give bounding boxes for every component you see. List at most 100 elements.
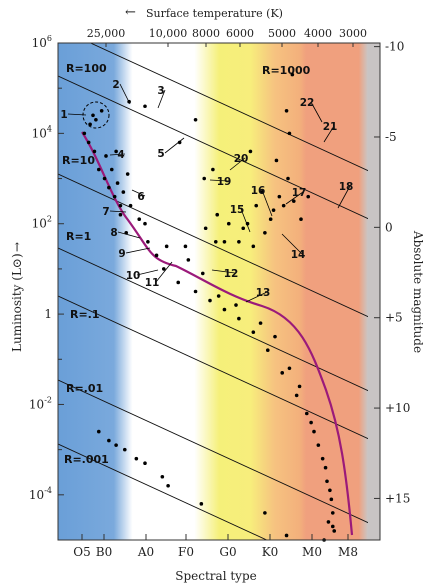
left-tick-exp: 6 xyxy=(47,34,52,43)
label-leader xyxy=(261,189,273,217)
star-number-label: 16 xyxy=(251,185,266,197)
bottom-tick-label: A0 xyxy=(137,545,154,559)
top-axis-ticks: 25,000 10,000 8000 6000 5000 4000 3000 xyxy=(87,27,367,47)
left-tick-label: 10-4 xyxy=(29,486,52,502)
label-leaders xyxy=(67,83,351,303)
star-point xyxy=(273,334,277,339)
star-point xyxy=(237,316,241,321)
radius-label: R=.01 xyxy=(66,382,103,395)
label-leader xyxy=(131,189,146,197)
right-tick-label: +5 xyxy=(385,311,403,325)
left-tick-label: 10-2 xyxy=(29,395,52,411)
star-point xyxy=(114,149,118,154)
star-point xyxy=(176,280,181,285)
star-point xyxy=(143,221,147,226)
star-point xyxy=(88,122,92,127)
star-point xyxy=(297,384,302,389)
plot-frame xyxy=(57,42,381,541)
star-point xyxy=(208,298,212,303)
bottom-axis-ticks: O5 B0 A0 F0 G0 K0 M0 M8 xyxy=(73,534,358,559)
label-leader xyxy=(155,261,173,283)
star-number-label: 20 xyxy=(234,153,249,165)
left-tick-exp: -2 xyxy=(44,395,52,404)
star-number-label: 3 xyxy=(157,85,164,97)
star-point xyxy=(134,456,139,461)
star-point xyxy=(248,149,253,154)
star-point xyxy=(280,371,285,375)
bottom-tick-label: K0 xyxy=(262,545,279,559)
star-point xyxy=(202,176,207,181)
star-point xyxy=(115,181,120,185)
star-point xyxy=(164,244,169,249)
star-point xyxy=(193,118,198,122)
star-point xyxy=(320,456,325,461)
left-tick-exp: 2 xyxy=(47,215,52,224)
label-leader xyxy=(67,113,87,116)
star-point xyxy=(237,240,241,244)
radius-line xyxy=(89,43,368,172)
left-tick-label: 102 xyxy=(32,215,52,231)
star-point xyxy=(277,194,282,199)
left-tick-base: 10 xyxy=(32,217,47,231)
right-tick-label: +15 xyxy=(385,491,410,505)
star-number-label: 5 xyxy=(157,148,164,160)
star-point xyxy=(304,411,309,416)
star-point xyxy=(251,330,256,334)
radius-label: R=.001 xyxy=(64,453,109,466)
star-point xyxy=(143,461,147,465)
left-axis-arrow: → xyxy=(10,242,24,252)
star-point xyxy=(284,533,289,538)
top-tick-label: 8000 xyxy=(192,27,220,40)
bottom-tick-label: G0 xyxy=(219,545,236,559)
star-point xyxy=(143,104,147,109)
star-point xyxy=(284,108,289,113)
star-number-label: 14 xyxy=(291,249,306,261)
radius-label: R=1 xyxy=(66,230,91,243)
star-point xyxy=(96,429,101,434)
star-point xyxy=(265,348,270,353)
label-leader xyxy=(240,208,251,233)
star-number-label: 11 xyxy=(145,277,160,289)
star-point xyxy=(186,258,191,262)
star-point xyxy=(316,443,321,447)
label-leader xyxy=(119,83,131,105)
right-axis-ticks: -10 -5 0 +5 +10 +15 xyxy=(374,40,410,505)
star-point xyxy=(107,185,111,190)
star-point xyxy=(112,194,117,199)
star-point xyxy=(94,118,98,122)
star-point xyxy=(330,524,335,529)
star-point xyxy=(102,176,107,181)
star-point xyxy=(287,131,292,136)
top-tick-label: 5000 xyxy=(268,27,296,40)
left-tick-base: 10 xyxy=(32,36,47,50)
top-axis-title: Surface temperature (K) xyxy=(146,7,283,20)
star-number-label: 13 xyxy=(256,287,271,299)
star-point xyxy=(215,212,220,217)
star-point xyxy=(92,149,97,154)
label-leader xyxy=(164,137,185,154)
star-point xyxy=(166,483,170,488)
bottom-tick-label: M0 xyxy=(302,545,322,559)
star-point xyxy=(121,190,126,194)
label-leader xyxy=(109,210,127,213)
star-point xyxy=(122,447,127,452)
left-axis-title-group: Luminosity (L⊙) → xyxy=(10,242,24,352)
star-point xyxy=(332,529,337,533)
star-point xyxy=(294,393,299,398)
left-tick-label: 1 xyxy=(44,307,52,321)
label-leader xyxy=(209,179,229,182)
star-number-label: 17 xyxy=(292,187,307,199)
star-point xyxy=(213,240,218,244)
left-tick-base: 10 xyxy=(32,126,47,140)
star-number-label: 2 xyxy=(112,79,119,91)
star-point xyxy=(104,154,108,158)
star-number-label: 6 xyxy=(137,191,144,203)
star-point xyxy=(263,230,267,235)
star-point xyxy=(281,203,286,208)
label-leader xyxy=(117,231,141,239)
right-tick-label: -10 xyxy=(385,40,404,54)
bottom-axis-title: Spectral type xyxy=(175,569,256,583)
